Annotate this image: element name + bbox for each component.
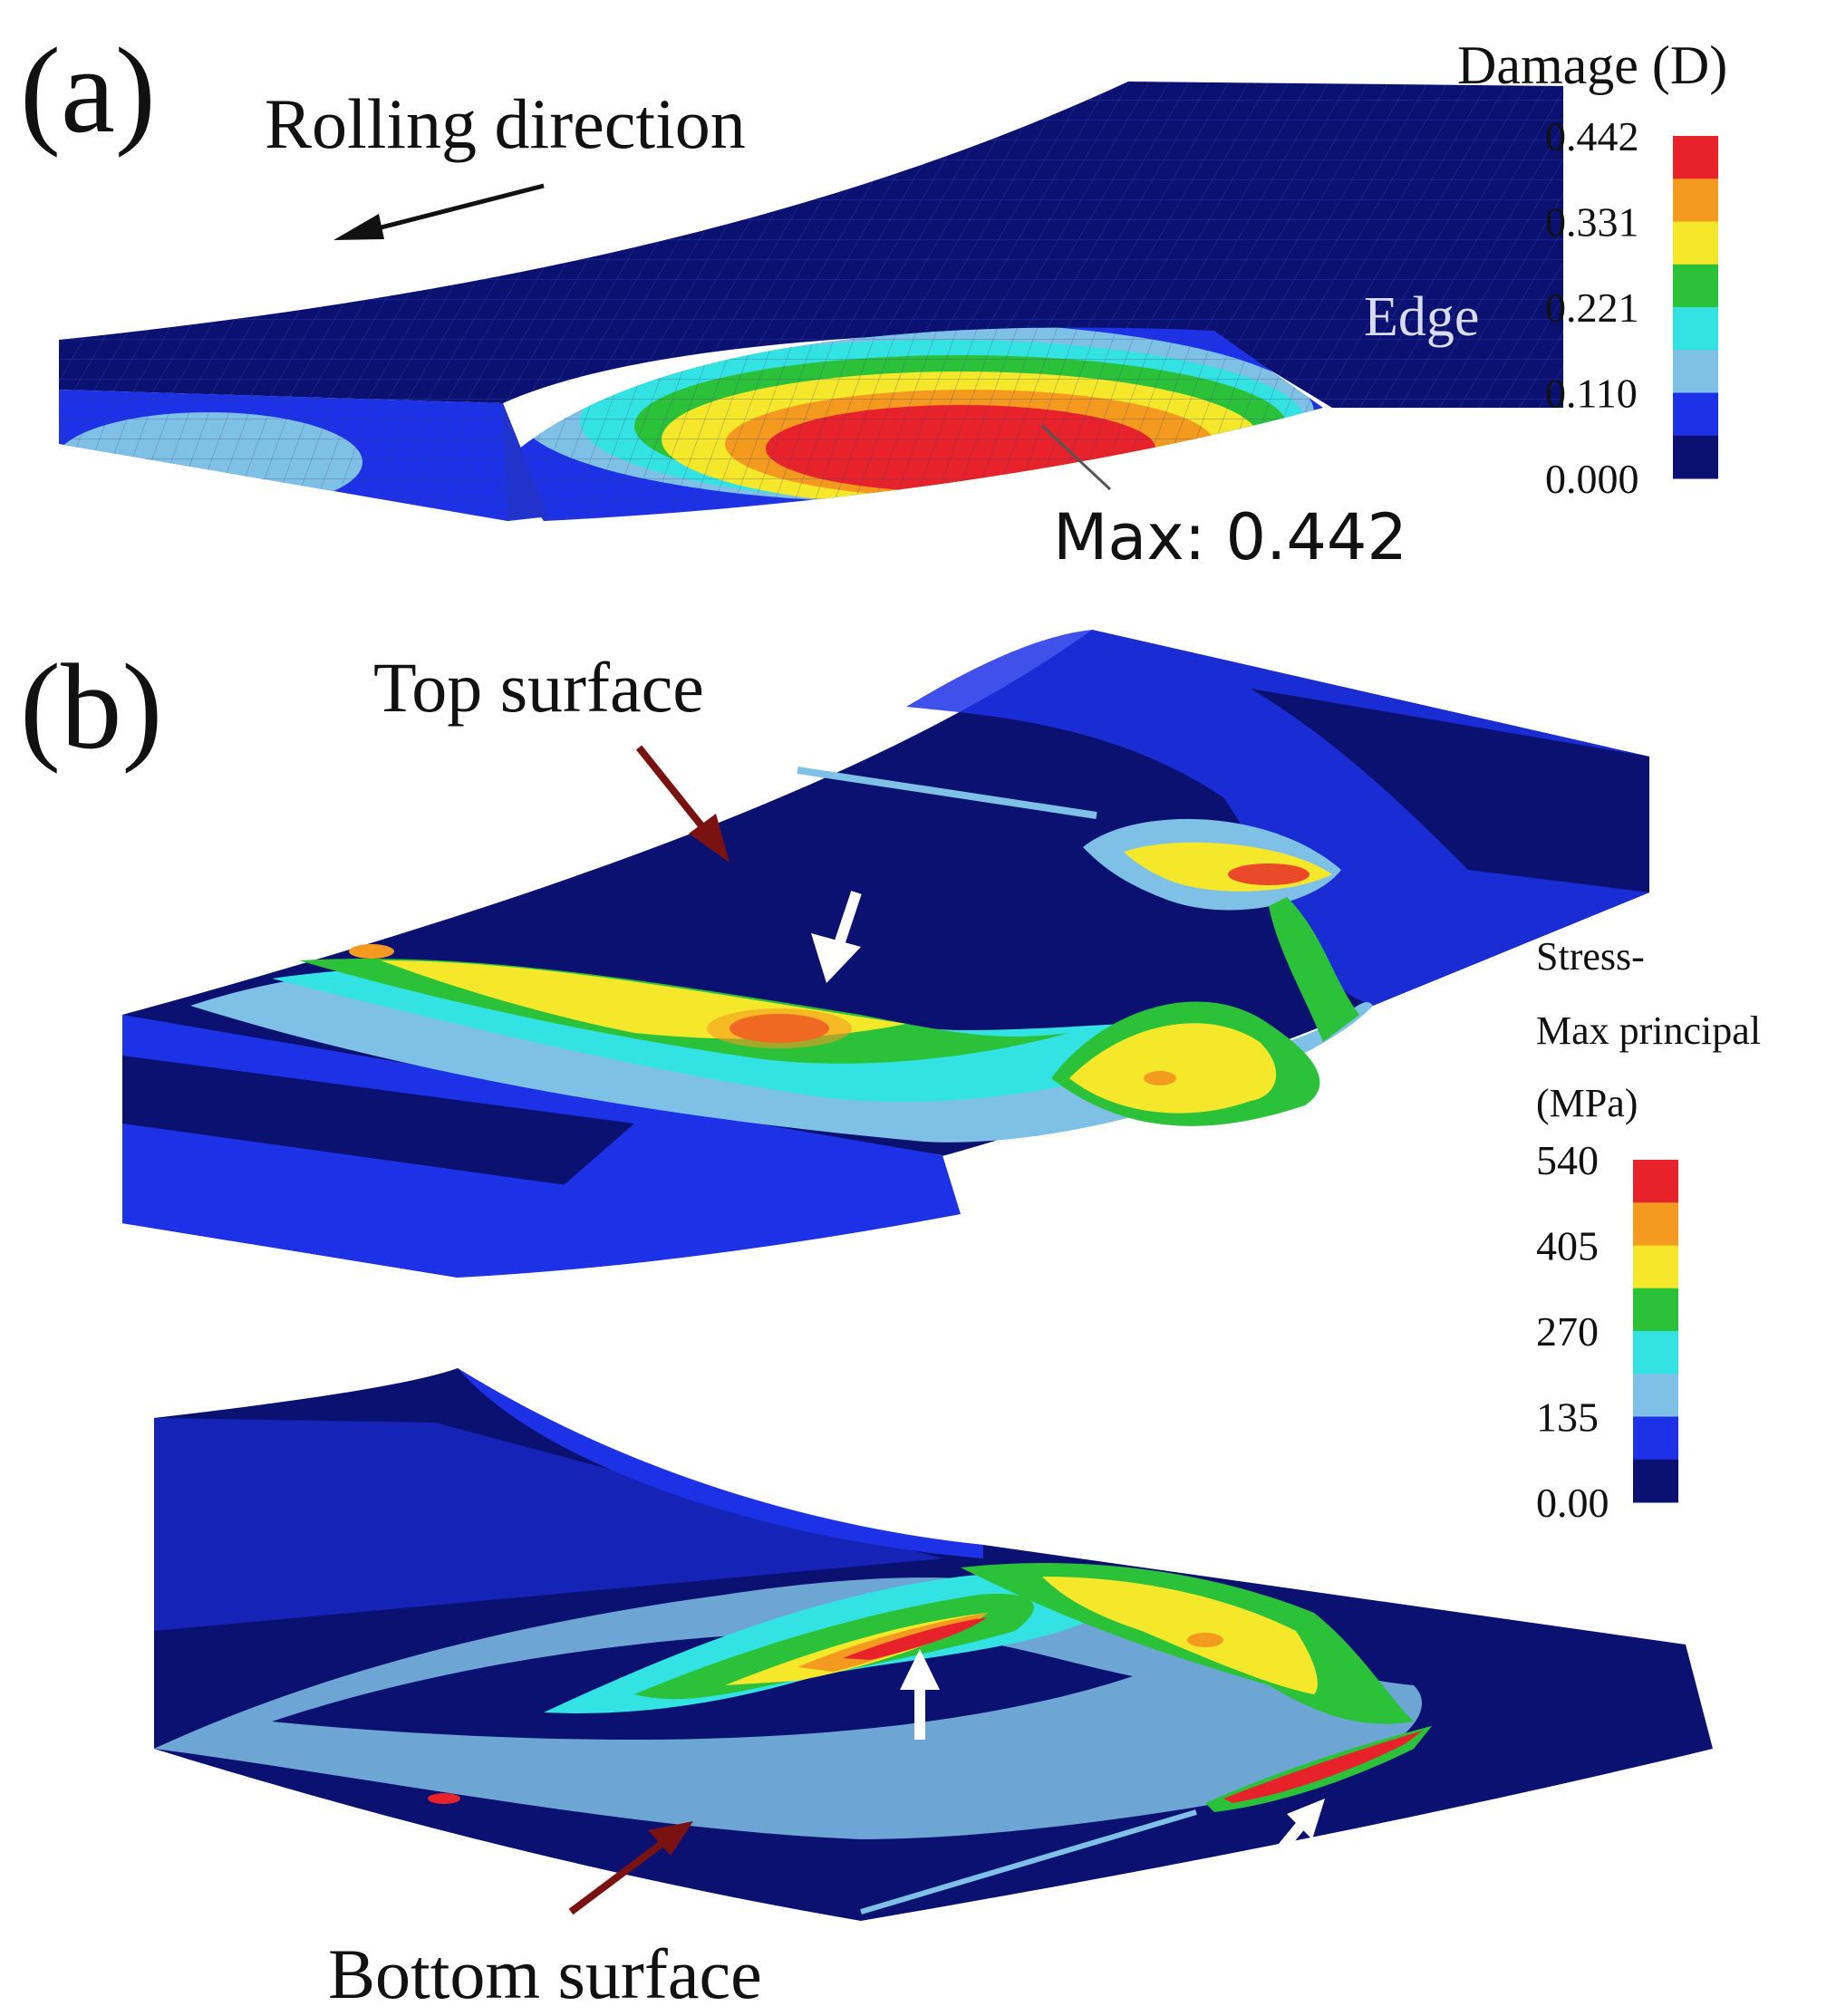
colorbar-segment: [1633, 1288, 1678, 1332]
colorbar-tick-label: 0.110: [1545, 371, 1638, 417]
bottom-surface-arrow: [568, 1821, 693, 1915]
colorbar-tick-label: 135: [1536, 1394, 1599, 1441]
max-callout: Max: 0.442: [1053, 500, 1407, 574]
damage-legend: Damage (D) 0.442 0.331 0.221 0.110 0.000: [1457, 35, 1727, 502]
colorbar-tick-label: 0.221: [1545, 285, 1639, 331]
colorbar-segment: [1633, 1245, 1678, 1289]
stress-legend-title-1: Stress-: [1536, 934, 1645, 979]
colorbar-segment: [1673, 307, 1718, 351]
colorbar-tick-label: 0.000: [1545, 456, 1639, 502]
colorbar-segment: [1673, 221, 1718, 265]
panel-b-bottom-part: [154, 1368, 1713, 1921]
damage-ticks: 0.442 0.331 0.221 0.110 0.000: [1545, 113, 1639, 502]
top-part-white-arrow: [811, 891, 862, 983]
bottom-part-white-arrow-2: [1255, 1799, 1325, 1879]
colorbar-tick-label: 0.442: [1545, 113, 1639, 159]
colorbar-segment: [1633, 1331, 1678, 1375]
stress-legend-title-2: Max principal: [1536, 1008, 1761, 1053]
colorbar-tick-label: 0.00: [1536, 1480, 1609, 1526]
top-surface-arrow: [635, 745, 730, 863]
damage-legend-title: Damage (D): [1457, 35, 1727, 95]
colorbar-segment: [1633, 1374, 1678, 1417]
colorbar-segment: [1673, 392, 1718, 437]
colorbar-tick-label: 270: [1536, 1308, 1599, 1355]
colorbar-segment: [1633, 1202, 1678, 1246]
max-callout-leader: [1040, 424, 1112, 491]
colorbar-segment: [1633, 1416, 1678, 1461]
panel-b-label: (b): [20, 640, 162, 775]
panel-a-label: (a): [20, 24, 156, 159]
stress-legend-title-3: (MPa): [1536, 1081, 1638, 1125]
edge-label: Edge: [1364, 286, 1479, 348]
rolling-direction-arrow: [333, 183, 545, 240]
panel-a: (a) Rolling direction Edge Max: 0.442 Da…: [20, 24, 1727, 574]
colorbar-tick-label: 0.331: [1545, 199, 1639, 246]
bottom-surface-label: Bottom surface: [328, 1934, 762, 2013]
rolling-direction-label: Rolling direction: [265, 84, 746, 163]
stress-legend: Stress- Max principal (MPa) 540 405 270 135…: [1536, 934, 1761, 1526]
panel-b-top-part: [122, 630, 1649, 1278]
colorbar-tick-label: 540: [1536, 1137, 1599, 1183]
colorbar-segment: [1673, 136, 1718, 179]
damage-colorbar: [1673, 136, 1718, 479]
colorbar-segment: [1673, 178, 1718, 222]
colorbar-segment: [1673, 264, 1718, 308]
colorbar-segment: [1633, 1160, 1678, 1203]
colorbar-segment: [1633, 1459, 1678, 1503]
stress-colorbar: [1633, 1160, 1678, 1503]
stress-ticks: 540 405 270 135 0.00: [1536, 1137, 1609, 1526]
colorbar-tick-label: 405: [1536, 1223, 1599, 1269]
top-surface-label: Top surface: [373, 648, 704, 727]
bottom-part-white-arrow-1: [900, 1649, 940, 1740]
colorbar-segment: [1673, 435, 1718, 479]
colorbar-segment: [1673, 350, 1718, 393]
